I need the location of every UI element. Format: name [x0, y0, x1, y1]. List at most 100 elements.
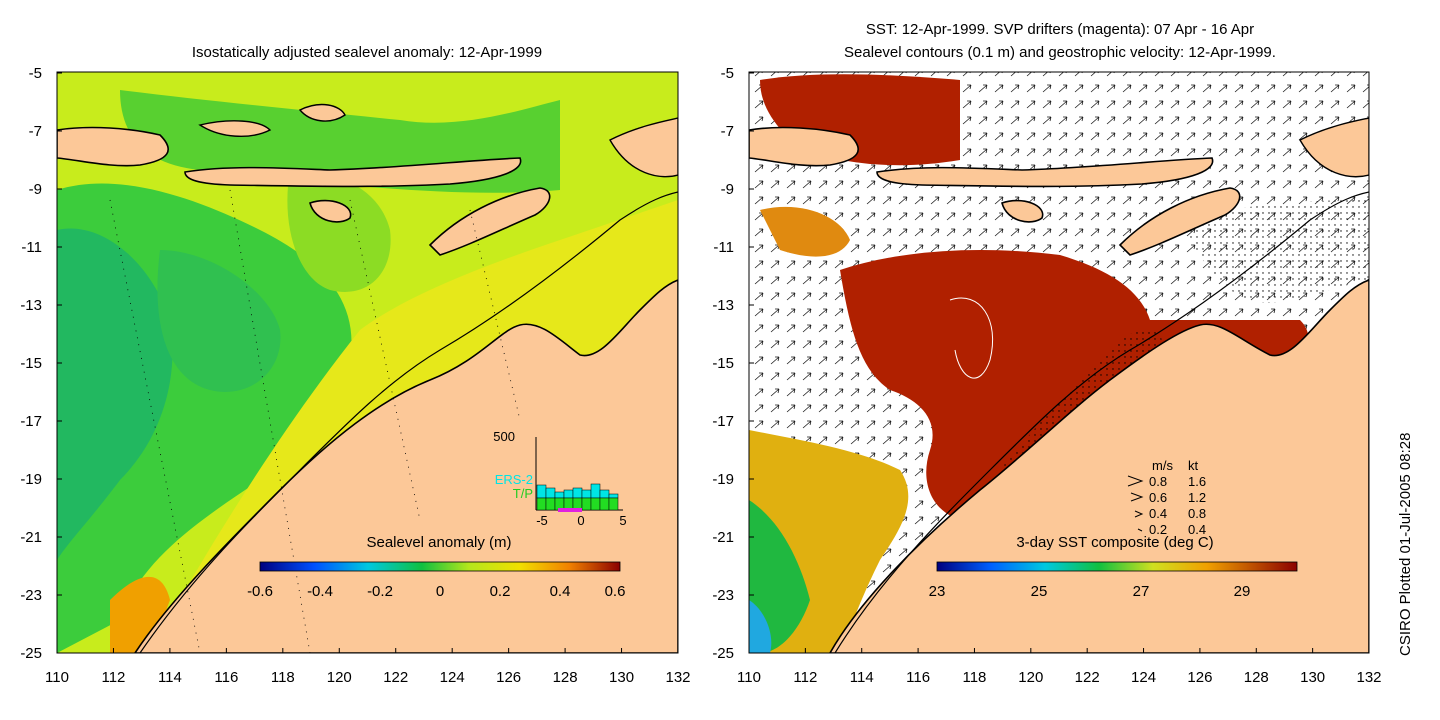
- lesser-sunda-islands: [184, 157, 522, 188]
- right-panel-title-line2: Sealevel contours (0.1 m) and geostrophi…: [844, 44, 1276, 61]
- right-xtick-label: 110: [737, 669, 761, 686]
- inset-ymax-label: 500: [493, 429, 515, 444]
- legend-kt-2: 0.8: [1188, 506, 1206, 521]
- inset-xtick-1: 0: [577, 513, 584, 528]
- left-map: [57, 72, 678, 653]
- left-cb-tick-5: 0.4: [550, 583, 571, 600]
- inset-xtick-0: -5: [536, 513, 548, 528]
- sst-blue-patch: [749, 600, 772, 653]
- right-xtick-label: 118: [962, 669, 986, 686]
- right-cb-tick-2: 27: [1133, 583, 1150, 600]
- left-xtick-label: 110: [45, 669, 69, 686]
- right-ytick-label: -25: [712, 645, 734, 662]
- legend-kt-0: 1.6: [1188, 474, 1206, 489]
- sst-orange-patch: [760, 206, 850, 257]
- inset-xtick-2: 5: [619, 513, 626, 528]
- left-xtick-label: 122: [383, 669, 408, 686]
- right-xtick-label: 128: [1244, 669, 1269, 686]
- inset-ers2-label: ERS-2: [495, 472, 533, 487]
- right-xtick-label: 112: [793, 669, 817, 686]
- sst-central-warm: [840, 250, 1309, 520]
- australia-land-right: [829, 279, 1369, 653]
- java-island: [57, 126, 169, 167]
- left-colorbar-ticks: -0.6 -0.4 -0.2 0 0.2 0.4 0.6: [247, 583, 625, 600]
- inset-tp-label: T/P: [513, 486, 533, 501]
- sla-contour: [139, 191, 678, 653]
- left-colorbar-label: Sealevel anomaly (m): [366, 534, 511, 551]
- left-ytick-label: -5: [29, 65, 42, 82]
- sumba-island: [309, 199, 352, 223]
- legend-header-ms: m/s: [1152, 458, 1173, 473]
- right-cb-tick-0: 23: [929, 583, 946, 600]
- left-ytick-label: -25: [20, 645, 42, 662]
- inset-drifter-marker: [558, 508, 582, 512]
- left-xtick-label: 124: [440, 669, 465, 686]
- left-xtick-label: 112: [101, 669, 125, 686]
- left-xtick-label: 116: [214, 669, 238, 686]
- left-colorbar: [259, 561, 621, 572]
- right-xtick-label: 120: [1018, 669, 1043, 686]
- legend-header-kt: kt: [1188, 458, 1199, 473]
- left-ytick-label: -23: [20, 587, 42, 604]
- northern-island-c: [609, 117, 678, 178]
- right-colorbar-ticks: 23 25 27 29: [929, 583, 1251, 600]
- legend-arrow-1: [1130, 492, 1144, 502]
- credit-text: CSIRO Plotted 01-Jul-2005 08:28: [1397, 433, 1414, 656]
- right-xtick-label: 122: [1075, 669, 1100, 686]
- right-xtick-label: 130: [1300, 669, 1325, 686]
- dotted-region-north: [1180, 200, 1369, 303]
- inset-bars-ers2: [536, 483, 619, 499]
- inset-histogram: 500 ERS-2 T/P -5 0: [493, 429, 626, 528]
- legend-kt-3: 0.4: [1188, 522, 1206, 537]
- left-ytick-label: -7: [29, 123, 42, 140]
- right-cb-tick-3: 29: [1234, 583, 1251, 600]
- sla-mid-patch: [157, 250, 281, 392]
- left-xtick-label: 120: [327, 669, 352, 686]
- legend-arrow-0: [1127, 475, 1144, 487]
- right-ytick-label: -17: [712, 413, 734, 430]
- legend-kt-1: 1.2: [1188, 490, 1206, 505]
- right-xtick-label: 114: [850, 669, 874, 686]
- right-map: [749, 72, 1369, 653]
- left-ytick-label: -9: [29, 181, 42, 198]
- right-ytick-label: -5: [721, 65, 734, 82]
- left-ytick-label: -17: [20, 413, 42, 430]
- java-island-right: [749, 126, 859, 167]
- legend-arrow-2: [1134, 510, 1144, 518]
- left-cb-tick-6: 0.6: [605, 583, 626, 600]
- sla-patch-central: [287, 170, 391, 292]
- right-xtick-label: 116: [906, 669, 930, 686]
- right-colorbar-label: 3-day SST composite (deg C): [1016, 534, 1213, 551]
- left-cb-tick-0: -0.6: [247, 583, 273, 600]
- right-xtick-label: 124: [1131, 669, 1156, 686]
- right-ytick-label: -9: [721, 181, 734, 198]
- left-ytick-label: -13: [20, 297, 42, 314]
- right-ytick-label: -13: [712, 297, 734, 314]
- left-ytick-label: -19: [20, 471, 42, 488]
- inset-bars-tp: [536, 497, 619, 511]
- left-xtick-label: 132: [665, 669, 690, 686]
- sst-contour: [834, 191, 1369, 653]
- legend-arrow-3: [1137, 528, 1143, 532]
- northern-island-right: [1299, 117, 1369, 178]
- legend-ms-3: 0.2: [1149, 522, 1167, 537]
- left-ytick-label: -11: [21, 239, 42, 256]
- right-panel-title-line1: SST: 12-Apr-1999. SVP drifters (magenta)…: [866, 21, 1254, 38]
- northern-island-b: [298, 103, 346, 122]
- right-ytick-label: -7: [721, 123, 734, 140]
- left-xtick-label: 130: [609, 669, 634, 686]
- sealevel-contour-white: [949, 297, 994, 379]
- left-xtick-label: 126: [496, 669, 521, 686]
- left-cb-tick-3: 0: [436, 583, 444, 600]
- left-cb-tick-2: -0.2: [367, 583, 393, 600]
- right-ytick-label: -15: [712, 355, 734, 372]
- left-cb-tick-4: 0.2: [490, 583, 511, 600]
- left-xtick-label: 114: [158, 669, 182, 686]
- sst-green-patch: [749, 500, 810, 653]
- left-ytick-label: -21: [20, 529, 42, 546]
- left-cb-tick-1: -0.4: [307, 583, 333, 600]
- velocity-legend: m/s kt 0.8 1.6 0.6 1.2 0.4 0.8 0.2 0.4: [1127, 458, 1206, 537]
- right-xtick-label: 132: [1356, 669, 1381, 686]
